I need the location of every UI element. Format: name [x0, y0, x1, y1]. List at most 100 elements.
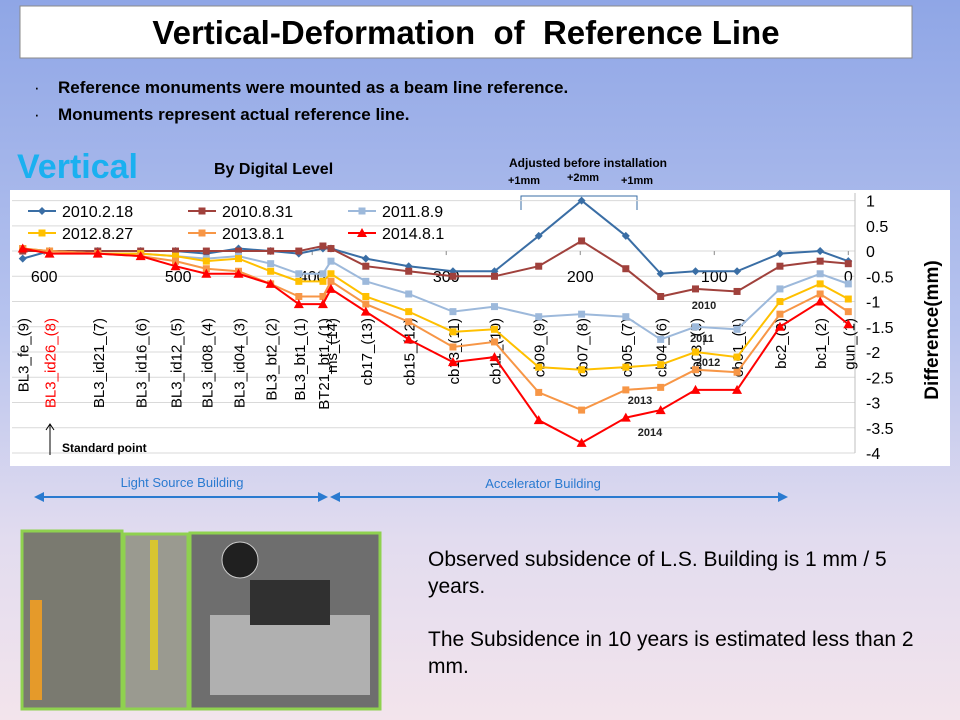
point — [172, 247, 180, 255]
point — [361, 254, 370, 263]
point — [816, 247, 825, 256]
point — [655, 405, 666, 415]
slide-title: Vertical-Deformation of Reference Line — [152, 14, 779, 51]
legend-marker — [38, 229, 46, 237]
adjust-value: +1mm — [508, 175, 540, 187]
x-tick-label: 500 — [165, 269, 192, 286]
point — [622, 313, 630, 321]
point — [403, 334, 414, 344]
point — [319, 270, 327, 278]
point — [692, 366, 700, 374]
note: The Subsidence in 10 years is estimated … — [428, 628, 914, 678]
point — [578, 310, 586, 318]
category-label: cb13_(11) — [446, 318, 463, 384]
point — [816, 270, 824, 278]
point — [202, 257, 210, 265]
legend-label: 2011.8.9 — [382, 204, 443, 221]
point — [202, 265, 210, 273]
point — [534, 231, 543, 240]
x-tick-label: 100 — [701, 269, 728, 286]
point — [692, 285, 700, 293]
bullet-dot: · — [34, 78, 40, 97]
point — [622, 386, 630, 394]
point — [733, 368, 741, 376]
point — [774, 321, 785, 331]
point — [535, 363, 543, 371]
point — [844, 308, 852, 316]
point — [201, 268, 212, 278]
x-tick-label: 200 — [567, 269, 594, 286]
y-tick-label: -3 — [866, 396, 880, 413]
plot-background — [10, 190, 950, 466]
point — [362, 262, 370, 270]
point — [732, 384, 743, 394]
point — [295, 270, 303, 278]
point — [447, 357, 458, 367]
legend-label: 2010.2.18 — [62, 204, 133, 221]
category-label: BL3_id21_(7) — [91, 318, 108, 408]
point — [657, 335, 665, 343]
point — [172, 252, 180, 260]
point — [327, 270, 335, 278]
point — [44, 248, 55, 258]
point — [816, 257, 824, 265]
series-annotation: 2013 — [628, 395, 652, 407]
point — [17, 243, 28, 253]
category-label: cb15_(12) — [402, 318, 419, 386]
plot: 1 0.5 0 -0.5 -1 -1.5 -2 -2.5 -3 -3.5 -4 Difference(… — [12, 193, 943, 463]
point — [295, 277, 303, 285]
x-tick-label: 600 — [31, 269, 58, 286]
heading: Vertical — [17, 148, 138, 186]
point — [325, 283, 336, 293]
point — [233, 268, 244, 278]
photo-detail — [150, 540, 158, 670]
category-label: ms_(14) — [324, 318, 341, 373]
title-box — [19, 5, 913, 59]
standard-point: Standard point — [62, 441, 147, 455]
photo-detail — [250, 580, 330, 625]
series-annotation: 2011 — [690, 333, 714, 345]
category-label: gun_(1) — [841, 318, 858, 370]
point — [578, 406, 586, 414]
y-tick-label: -2 — [866, 345, 880, 362]
point — [733, 325, 741, 333]
point — [844, 295, 852, 303]
point — [733, 267, 742, 276]
category-label: BL3_bt1_(1) — [292, 318, 309, 401]
point — [405, 318, 413, 326]
note: Observed subsidence of L.S. Building is … — [428, 548, 887, 598]
y-tick-label: -0.5 — [866, 269, 894, 286]
point — [657, 361, 665, 369]
series-annotation: 2012 — [696, 357, 720, 369]
photo-detail — [221, 541, 259, 579]
series-line — [22, 247, 849, 445]
point — [362, 292, 370, 300]
y-tick-label: -3.5 — [866, 421, 894, 438]
category-label: BL3_id26_(8) — [43, 318, 60, 408]
point — [405, 267, 413, 275]
category-label: BL3_id12_(5) — [169, 318, 186, 408]
y-tick-label: 0 — [866, 244, 875, 261]
point — [234, 255, 242, 263]
category-label: cb05_(7) — [619, 318, 636, 377]
category-label: BL3_id08_(4) — [199, 318, 216, 408]
y-tick-label: -4 — [866, 446, 880, 463]
point — [327, 245, 335, 253]
legend-marker — [198, 207, 206, 215]
point — [622, 265, 630, 273]
series-annotation: 2014 — [638, 427, 663, 439]
point — [449, 328, 457, 336]
category-label: BT21_bt1_(1) — [316, 318, 333, 410]
point — [657, 383, 665, 391]
category-label: BL3_fe_(9) — [16, 318, 33, 392]
adjust-note: Adjusted before installation — [509, 156, 667, 170]
x-tick-label: 0 — [844, 269, 853, 286]
adjust-value: +2mm — [567, 172, 599, 184]
point — [622, 363, 630, 371]
y-tick-label: -1 — [866, 295, 880, 312]
building-label: Accelerator Building — [485, 476, 601, 491]
point — [535, 388, 543, 396]
point — [578, 237, 586, 245]
bullet: Monuments represent actual reference lin… — [58, 105, 409, 124]
